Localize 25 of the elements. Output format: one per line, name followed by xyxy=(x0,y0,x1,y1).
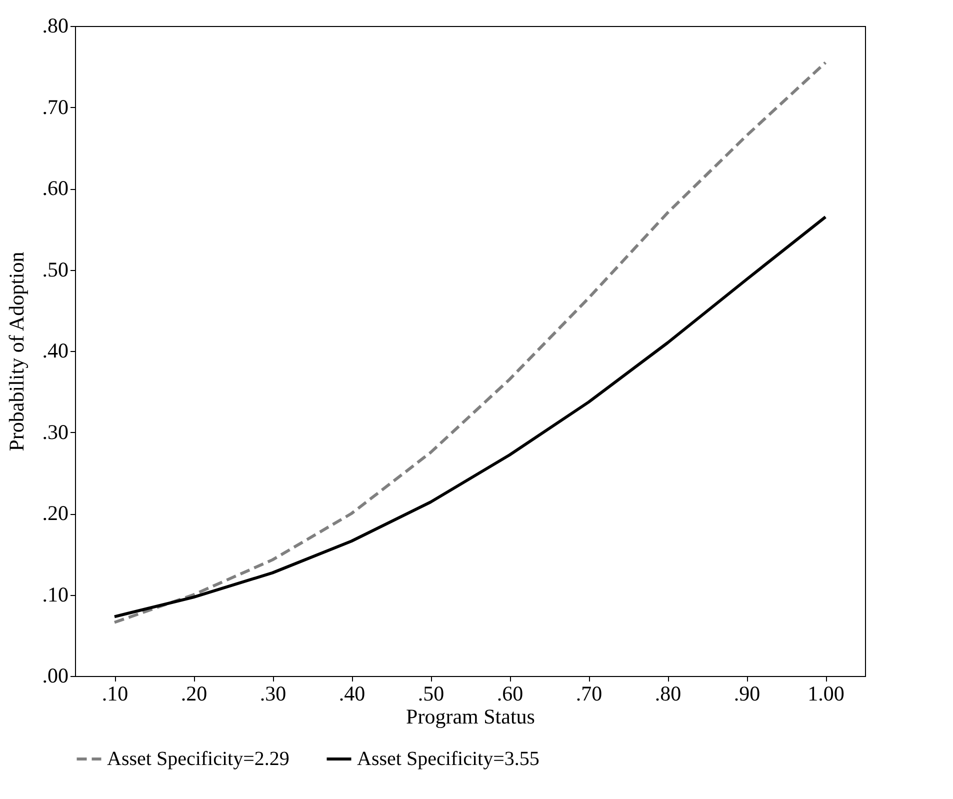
y-tick-label: .20 xyxy=(42,501,68,525)
x-tick-label: .50 xyxy=(418,682,444,706)
legend-label: Asset Specificity=3.55 xyxy=(357,748,540,770)
y-tick-label: .80 xyxy=(42,14,68,38)
x-tick-label: .80 xyxy=(654,682,682,706)
y-tick-label: .30 xyxy=(42,420,68,444)
y-tick-label: .60 xyxy=(42,176,68,200)
y-tick-label: .70 xyxy=(42,94,68,119)
legend-label: Asset Specificity=2.29 xyxy=(107,748,290,770)
y-axis-title: Probability of Adoption xyxy=(4,251,28,452)
line-series xyxy=(113,61,827,624)
x-tick-label: .10 xyxy=(102,682,128,706)
x-axis-title: Program Status xyxy=(406,704,535,728)
line-series xyxy=(113,215,827,618)
x-tick-label: .30 xyxy=(260,682,286,706)
x-tick-label: .20 xyxy=(180,682,208,706)
y-tick-label: .40 xyxy=(42,338,68,362)
y-tick-label: .50 xyxy=(42,257,68,282)
x-tick-label: .70 xyxy=(576,682,602,706)
y-tick-label: .00 xyxy=(42,664,68,688)
x-tick-label: .40 xyxy=(338,682,366,706)
x-tick-label: .60 xyxy=(496,682,524,706)
x-tick-label: .90 xyxy=(734,682,760,706)
y-tick-label: .10 xyxy=(42,582,68,606)
x-tick-label: 1.00 xyxy=(808,682,844,706)
